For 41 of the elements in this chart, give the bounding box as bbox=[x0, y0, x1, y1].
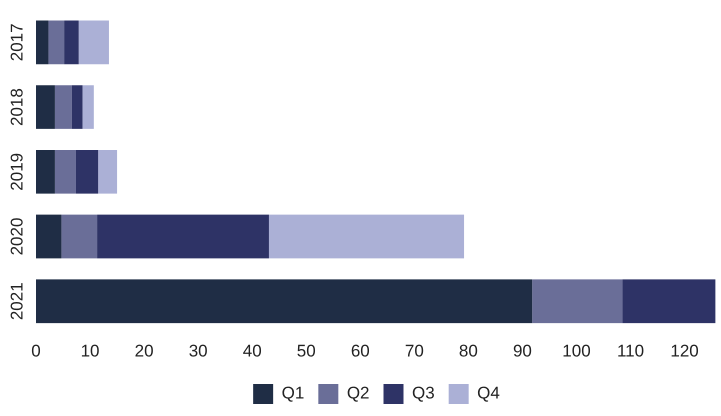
bar bbox=[54, 85, 72, 129]
x-tick-label: 40 bbox=[242, 341, 262, 360]
y-tick-label: 2018 bbox=[8, 88, 27, 126]
bar bbox=[36, 20, 48, 64]
x-tick-label: 80 bbox=[458, 341, 478, 360]
bar bbox=[48, 20, 64, 64]
bar bbox=[64, 20, 79, 64]
x-tick-label: 20 bbox=[134, 341, 154, 360]
legend-label: Q2 bbox=[346, 384, 370, 403]
bar bbox=[36, 279, 532, 324]
x-tick-label: 10 bbox=[80, 341, 100, 360]
x-tick-label: 0 bbox=[31, 341, 41, 360]
x-tick-label: 110 bbox=[616, 341, 644, 360]
bar bbox=[532, 279, 622, 324]
x-tick-label: 60 bbox=[350, 341, 370, 360]
x-tick-label: 30 bbox=[188, 341, 208, 360]
bar bbox=[36, 85, 55, 129]
x-tick-label: 100 bbox=[562, 341, 591, 360]
x-tick-label: 90 bbox=[512, 341, 532, 360]
legend-label: Q4 bbox=[477, 384, 500, 403]
legend-label: Q1 bbox=[282, 384, 304, 403]
bar bbox=[268, 214, 464, 258]
bar bbox=[76, 150, 98, 194]
bar bbox=[622, 279, 716, 324]
y-tick-label: 2020 bbox=[8, 218, 27, 256]
x-tick-label: 70 bbox=[404, 341, 424, 360]
y-tick-label: 2019 bbox=[8, 152, 27, 191]
x-tick-label: 120 bbox=[670, 341, 699, 360]
bar bbox=[97, 214, 269, 258]
y-tick-label: 2017 bbox=[8, 23, 27, 62]
bar bbox=[61, 214, 98, 258]
bar bbox=[72, 85, 82, 129]
legend-label: Q3 bbox=[412, 384, 435, 403]
bar bbox=[82, 85, 94, 129]
bar bbox=[78, 20, 109, 64]
bar bbox=[98, 150, 118, 194]
bar bbox=[54, 150, 76, 194]
bar bbox=[36, 150, 55, 194]
x-tick-label: 50 bbox=[296, 341, 316, 360]
y-tick-label: 2021 bbox=[8, 282, 27, 320]
bar bbox=[36, 214, 62, 258]
